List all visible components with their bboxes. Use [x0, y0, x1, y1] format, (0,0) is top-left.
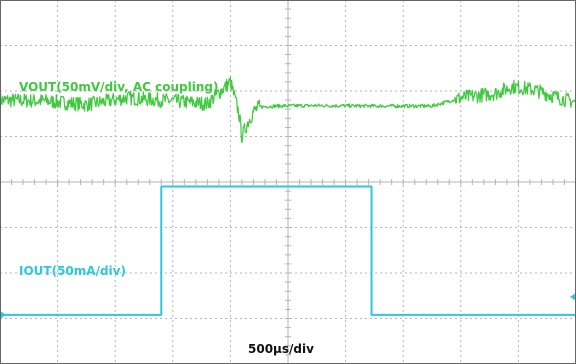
channel-marker-left: [0, 310, 6, 319]
traces: [0, 76, 576, 319]
series-label-iout: IOUT(50mA/div): [19, 264, 126, 278]
series-line-vout: [0, 76, 576, 144]
series-line-iout: [0, 185, 576, 316]
series-label-vout: VOUT(50mV/div, AC coupling): [19, 80, 219, 94]
x-scale-label: 500µs/div: [248, 342, 314, 356]
channel-marker-right: [570, 292, 576, 301]
